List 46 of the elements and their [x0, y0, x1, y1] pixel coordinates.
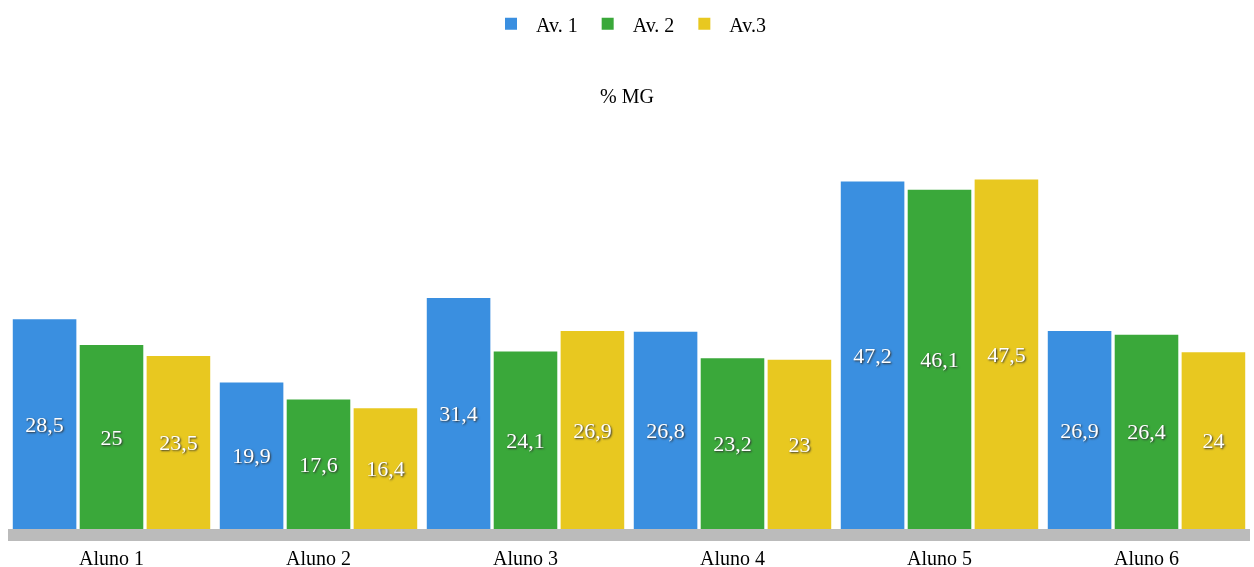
- data-label: 28,5: [25, 411, 64, 437]
- bar: [79, 345, 144, 529]
- bar: [767, 359, 832, 529]
- bar: [974, 179, 1039, 529]
- data-label: 17,6: [299, 451, 338, 477]
- bar: [840, 181, 905, 529]
- data-label: 26,4: [1127, 419, 1166, 445]
- x-tick-label: Aluno 3: [493, 547, 558, 567]
- bar: [1047, 331, 1112, 529]
- data-label: 23,5: [159, 430, 198, 456]
- x-tick-label: Aluno 4: [700, 547, 765, 567]
- data-label: 23,2: [713, 431, 752, 457]
- bar: [353, 408, 418, 529]
- x-tick-label: Aluno 2: [286, 547, 351, 567]
- bar: [146, 356, 211, 529]
- data-label: 31,4: [439, 400, 478, 426]
- data-label: 25: [100, 424, 123, 450]
- data-label: 19,9: [232, 443, 271, 469]
- data-label: 16,4: [366, 456, 405, 482]
- bar: [219, 382, 284, 529]
- x-tick-label: Aluno 5: [907, 547, 972, 567]
- data-label: 47,2: [853, 342, 892, 368]
- legend-label: Av. 1: [536, 13, 578, 36]
- bar: [12, 319, 77, 529]
- bar: [493, 351, 558, 529]
- legend-label: Av.3: [729, 13, 767, 36]
- chart-title: % MG: [600, 85, 654, 108]
- x-tick-label: Aluno 6: [1114, 547, 1179, 567]
- data-label: 26,9: [1060, 417, 1099, 443]
- x-tick-label: Aluno 1: [79, 547, 144, 567]
- bar: [633, 331, 698, 529]
- data-label: 26,9: [573, 417, 612, 443]
- data-label: 24,1: [506, 427, 545, 453]
- legend-label: Av. 2: [632, 13, 675, 36]
- bar: [1181, 352, 1246, 529]
- data-label: 23: [788, 431, 811, 457]
- bar: [560, 331, 625, 529]
- bar: [907, 189, 972, 529]
- data-label: 46,1: [920, 346, 959, 372]
- bar: [700, 358, 765, 529]
- data-label: 24: [1202, 428, 1225, 454]
- data-label: 26,8: [646, 417, 685, 443]
- bar: [1114, 334, 1179, 529]
- bar: [286, 399, 351, 529]
- bar: [426, 297, 491, 529]
- data-label: 47,5: [987, 341, 1026, 367]
